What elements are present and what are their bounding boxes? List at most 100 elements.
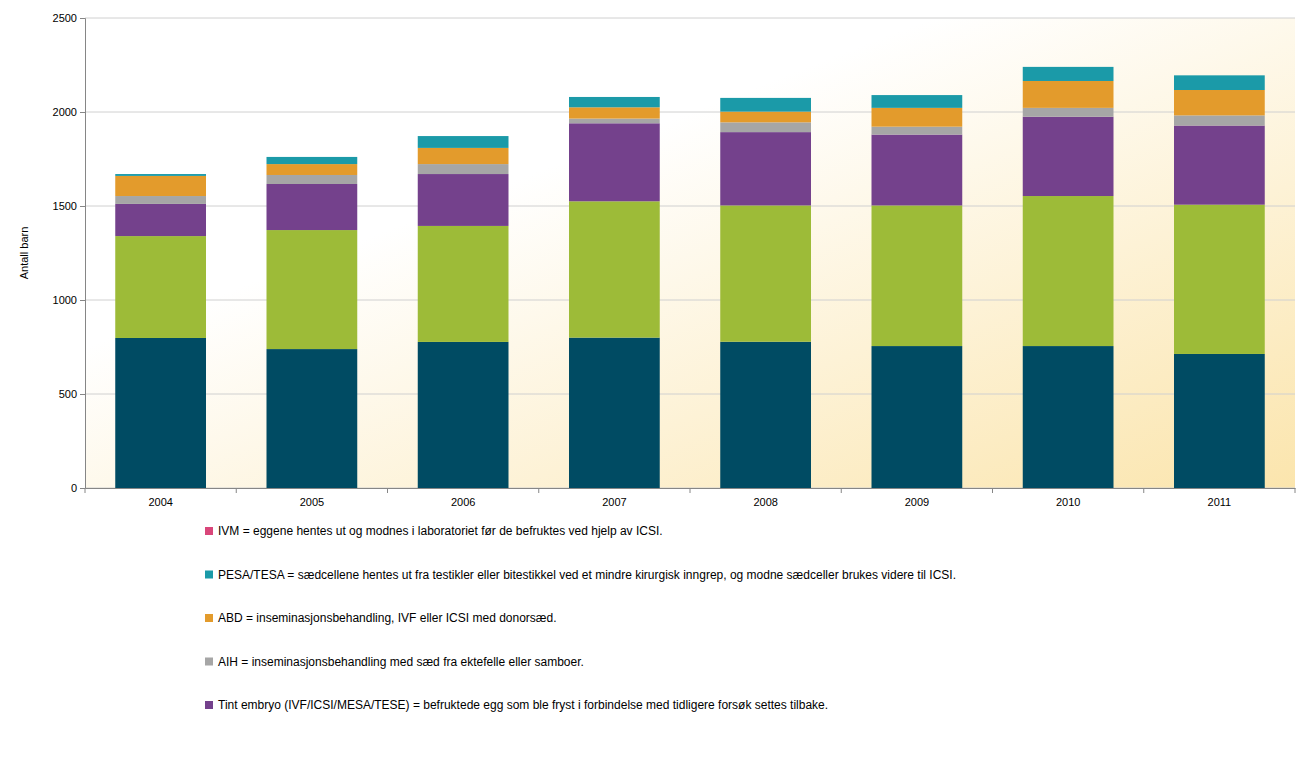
bar xyxy=(569,119,660,124)
bar xyxy=(569,96,660,97)
legend-item: AIH = inseminasjonsbehandling med sæd fr… xyxy=(205,655,584,669)
bar xyxy=(115,204,206,236)
bar xyxy=(569,201,660,337)
legend-label: IVM = eggene hentes ut og modnes i labor… xyxy=(218,524,663,538)
tick-label: 2009 xyxy=(905,496,929,508)
tick-label: 2005 xyxy=(300,496,324,508)
tick: 2004 xyxy=(148,488,172,508)
tick-label: 0 xyxy=(71,482,77,494)
grid-line xyxy=(85,18,1295,19)
tick-label: 2007 xyxy=(602,496,626,508)
legend-swatch xyxy=(205,614,213,622)
bar xyxy=(872,346,963,488)
bar xyxy=(115,338,206,488)
bar xyxy=(569,123,660,201)
bar xyxy=(115,236,206,338)
category-separator xyxy=(690,488,691,493)
series xyxy=(115,117,1265,236)
legend-item: IVM = eggene hentes ut og modnes i labor… xyxy=(205,524,663,538)
category-separator xyxy=(1143,488,1144,493)
series xyxy=(115,338,1265,488)
series xyxy=(115,67,1265,176)
tick: 2008 xyxy=(753,488,777,508)
plot: 0 500 1000 1500 2000 2500 2004 2005 2006 2007 2008… xyxy=(53,12,1296,508)
bar xyxy=(1023,67,1114,81)
tick-mark xyxy=(80,112,85,113)
tick-label: 1500 xyxy=(53,200,77,212)
bar xyxy=(418,174,509,226)
legend-swatch xyxy=(205,658,213,666)
axis-title: Antall barn xyxy=(18,227,30,280)
bar xyxy=(872,127,963,135)
bar xyxy=(418,342,509,488)
tick: 2005 xyxy=(300,488,324,508)
legend-label: PESA/TESA = sædcellene hentes ut fra tes… xyxy=(218,568,956,582)
bar xyxy=(267,164,358,175)
tick: 1000 xyxy=(53,294,85,306)
category-separator xyxy=(85,488,86,493)
legend-item: ABD = inseminasjonsbehandling, IVF eller… xyxy=(205,611,557,625)
legend-item: Tint embryo (IVF/ICSI/MESA/TESE) = befru… xyxy=(205,698,828,712)
bar xyxy=(872,95,963,108)
tick-mark xyxy=(80,18,85,19)
tick: 2009 xyxy=(905,488,929,508)
bar xyxy=(1023,81,1114,108)
bar xyxy=(1023,117,1114,196)
bar xyxy=(267,230,358,349)
axis-line xyxy=(80,19,86,489)
bar xyxy=(872,108,963,127)
tick-mark xyxy=(80,206,85,207)
tick: 1500 xyxy=(53,200,85,212)
legend-label: Tint embryo (IVF/ICSI/MESA/TESE) = befru… xyxy=(218,698,828,712)
category-separator xyxy=(236,488,237,493)
tick: 2006 xyxy=(451,488,475,508)
bar xyxy=(1174,115,1265,125)
tick-mark xyxy=(80,488,85,489)
bar xyxy=(1174,75,1265,76)
bar xyxy=(1174,205,1265,354)
category-separator xyxy=(387,488,388,493)
bar xyxy=(115,196,206,204)
bar xyxy=(1023,196,1114,346)
tick: 0 xyxy=(71,482,85,494)
bar xyxy=(1174,354,1265,488)
tick-label: 2500 xyxy=(53,12,77,24)
legend: IVM = eggene hentes ut og modnes i labor… xyxy=(205,524,956,712)
legend-label: AIH = inseminasjonsbehandling med sæd fr… xyxy=(218,655,584,669)
bar xyxy=(418,164,509,174)
bar xyxy=(418,136,509,148)
tick-label: 2011 xyxy=(1208,496,1232,508)
tick-mark xyxy=(80,300,85,301)
bar xyxy=(569,97,660,107)
tick-label: 2004 xyxy=(148,496,172,508)
tick: 2010 xyxy=(1056,488,1080,508)
bar xyxy=(267,175,358,184)
series xyxy=(115,108,1265,204)
y-axis: 0 500 1000 1500 2000 2500 xyxy=(53,12,86,494)
x-axis: 2004 2005 2006 2007 2008 2009 2010 2011 xyxy=(85,488,1296,508)
bar xyxy=(267,157,358,164)
category-separator xyxy=(992,488,993,493)
bar xyxy=(569,338,660,488)
bar xyxy=(1174,75,1265,90)
tick: 2500 xyxy=(53,12,85,24)
bar xyxy=(115,174,206,176)
tick: 2000 xyxy=(53,106,85,118)
legend-swatch xyxy=(205,571,213,579)
bar xyxy=(720,342,811,488)
bar xyxy=(720,112,811,123)
series xyxy=(115,81,1265,196)
legend-item: PESA/TESA = sædcellene hentes ut fra tes… xyxy=(205,568,956,582)
legend-label: ABD = inseminasjonsbehandling, IVF eller… xyxy=(218,611,557,625)
bar xyxy=(720,98,811,112)
bar xyxy=(418,136,509,137)
chart: 0 500 1000 1500 2000 2500 2004 2005 2006 2007 2008… xyxy=(0,0,1310,783)
bar xyxy=(1023,346,1114,488)
tick-label: 500 xyxy=(59,388,77,400)
bars xyxy=(115,67,1265,488)
bar xyxy=(1174,90,1265,115)
tick-label: 1000 xyxy=(53,294,77,306)
category-separator xyxy=(1295,488,1296,493)
bar xyxy=(267,156,358,157)
bar xyxy=(720,205,811,341)
